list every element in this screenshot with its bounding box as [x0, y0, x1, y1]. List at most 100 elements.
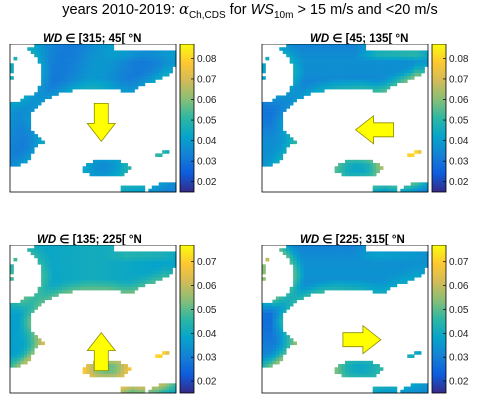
heatmap-cell	[61, 280, 66, 284]
heatmap-cell	[369, 367, 374, 371]
heatmap-cell	[300, 273, 304, 278]
heatmap-cell	[155, 63, 160, 67]
heatmap-cell	[75, 273, 80, 278]
heatmap-cell	[376, 169, 380, 174]
heatmap-cell	[13, 159, 18, 164]
heatmap-cell	[306, 89, 311, 93]
heatmap-cell	[106, 50, 111, 54]
heatmap-cell	[58, 267, 63, 272]
heatmap-cell	[51, 85, 56, 90]
heatmap-cell	[303, 290, 308, 294]
heatmap-cell	[324, 280, 329, 284]
heatmap-cell	[345, 60, 349, 64]
heatmap-cell	[421, 254, 425, 259]
heatmap-cell	[272, 150, 277, 154]
heatmap-cell	[75, 280, 80, 284]
heatmap-cell	[82, 267, 87, 272]
heatmap-cell	[362, 85, 367, 90]
heatmap-cell	[48, 267, 52, 272]
heatmap-cell	[44, 261, 49, 265]
heatmap-cell	[96, 169, 101, 174]
heatmap-cell	[165, 60, 170, 64]
heatmap-cell	[376, 60, 380, 64]
heatmap-cell	[155, 153, 160, 157]
heatmap-cell	[310, 60, 315, 64]
heatmap-cell	[16, 315, 21, 320]
heatmap-cell	[86, 277, 90, 281]
heatmap-cell	[110, 251, 115, 255]
heatmap-cell	[103, 56, 108, 61]
heatmap-cell	[383, 283, 387, 288]
heatmap-cell	[393, 283, 398, 288]
heatmap-cell	[268, 325, 273, 329]
heatmap-cell	[383, 69, 387, 74]
heatmap-cell	[96, 370, 101, 375]
heatmap-cell	[65, 261, 70, 265]
heatmap-cell	[424, 182, 429, 186]
heatmap-cell	[313, 63, 318, 67]
heatmap-cell	[348, 79, 353, 83]
heatmap-cell	[313, 270, 318, 275]
heatmap-cell	[279, 312, 284, 317]
heatmap-cell	[10, 354, 14, 358]
heatmap-cell	[327, 69, 332, 74]
heatmap-cell	[389, 254, 394, 259]
heatmap-cell	[268, 302, 273, 307]
heatmap-cell	[379, 254, 384, 259]
heatmap-cell	[117, 60, 122, 64]
heatmap-cell	[293, 299, 297, 304]
heatmap-cell	[54, 79, 59, 83]
heatmap-cell	[144, 273, 149, 278]
heatmap-cell	[379, 166, 384, 170]
heatmap-cell	[110, 367, 115, 371]
heatmap-cell	[400, 53, 405, 58]
heatmap-cell	[120, 82, 125, 87]
heatmap-cell	[410, 188, 415, 193]
heatmap-cell	[334, 280, 339, 284]
heatmap-cell	[279, 338, 284, 342]
heatmap-cell	[110, 373, 115, 378]
heatmap-cell	[99, 370, 104, 375]
heatmap-cell	[331, 69, 335, 74]
heatmap-cell	[338, 169, 342, 174]
heatmap-cell	[306, 79, 311, 83]
heatmap-cell	[117, 72, 122, 77]
heatmap-cell	[89, 47, 94, 51]
heatmap-cell	[300, 245, 304, 249]
heatmap-cell	[417, 383, 422, 387]
heatmap-cell	[13, 335, 18, 339]
heatmap-cell	[120, 163, 125, 167]
heatmap-cell	[113, 72, 118, 77]
heatmap-cell	[48, 89, 52, 93]
heatmap-cell	[365, 169, 370, 174]
heatmap-cell	[348, 169, 353, 174]
heatmap-cell	[10, 270, 14, 275]
heatmap-cell	[279, 130, 284, 135]
heatmap-cell	[99, 79, 104, 83]
heatmap-cell	[72, 248, 77, 252]
heatmap-cell	[34, 134, 39, 138]
heatmap-cell	[103, 245, 108, 249]
heatmap-cell	[117, 270, 122, 275]
heatmap-cell	[44, 63, 49, 67]
heatmap-cell	[113, 254, 118, 259]
heatmap-cell	[75, 79, 80, 83]
heatmap-cell	[48, 66, 52, 71]
heatmap-cell	[324, 85, 329, 90]
heatmap-cell	[293, 53, 297, 58]
heatmap-cell	[272, 121, 277, 125]
heatmap-cell	[317, 63, 322, 67]
heatmap-cell	[338, 82, 342, 87]
heatmap-cell	[48, 264, 52, 268]
heatmap-cell	[93, 69, 97, 74]
heatmap-cell	[41, 82, 45, 87]
heatmap-cell	[27, 299, 32, 304]
heatmap-cell	[131, 264, 135, 268]
heatmap-cell	[124, 60, 128, 64]
heatmap-cell	[313, 66, 318, 71]
heatmap-cell	[30, 98, 35, 103]
heatmap-cell	[120, 76, 125, 80]
heatmap-cell	[162, 351, 166, 355]
heatmap-cell	[65, 290, 70, 294]
heatmap-cell	[141, 389, 146, 394]
